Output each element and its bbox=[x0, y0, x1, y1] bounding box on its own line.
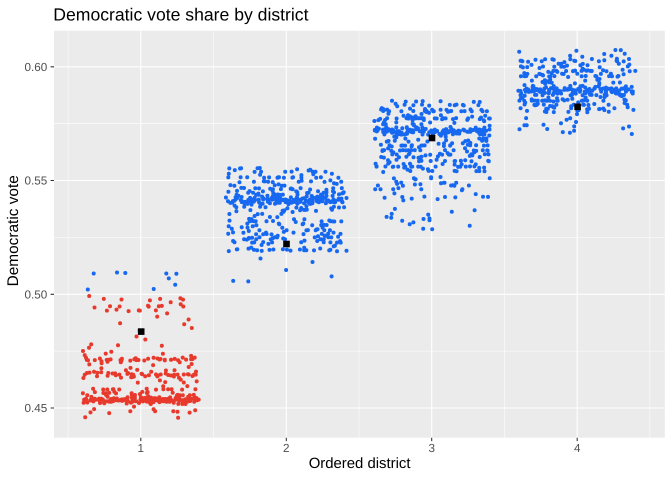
svg-text:1: 1 bbox=[138, 442, 145, 455]
svg-text:0.45: 0.45 bbox=[25, 402, 48, 415]
svg-text:0.60: 0.60 bbox=[25, 61, 48, 74]
svg-text:0.50: 0.50 bbox=[25, 289, 48, 302]
svg-text:0.55: 0.55 bbox=[25, 175, 48, 188]
svg-text:Democratic vote share by distr: Democratic vote share by district bbox=[53, 5, 308, 25]
svg-text:3: 3 bbox=[428, 442, 435, 455]
svg-text:4: 4 bbox=[574, 442, 581, 455]
svg-text:Democratic vote: Democratic vote bbox=[5, 175, 22, 286]
svg-text:2: 2 bbox=[283, 442, 290, 455]
svg-text:Ordered district: Ordered district bbox=[309, 456, 412, 472]
